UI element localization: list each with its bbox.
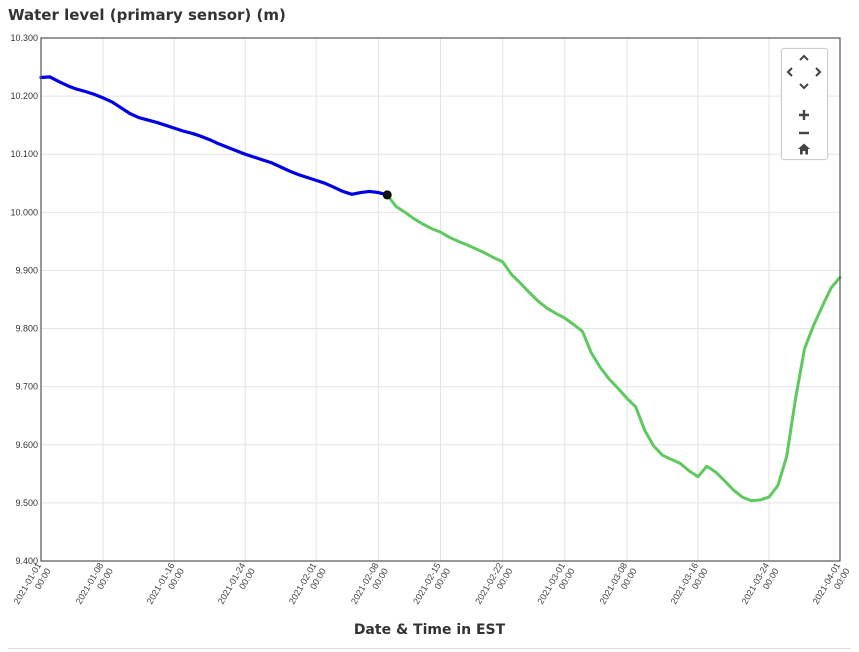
home-icon — [798, 143, 810, 155]
home-button[interactable] — [797, 142, 811, 156]
minus-icon — [799, 131, 809, 135]
chevron-up-icon — [799, 54, 809, 61]
plot-frame — [40, 37, 841, 562]
pan-right-button[interactable] — [811, 65, 825, 79]
y-tick-label: 10.300 — [10, 33, 38, 43]
y-tick-label: 9.500 — [15, 498, 38, 508]
y-tick-label: 9.700 — [15, 382, 38, 392]
zoom-pan-controls — [781, 48, 828, 160]
pan-up-button[interactable] — [797, 51, 811, 65]
grid-lines — [40, 37, 841, 562]
bottom-divider — [8, 648, 851, 649]
chevron-down-icon — [799, 83, 809, 90]
hover-marker — [382, 190, 392, 200]
pan-left-button[interactable] — [783, 65, 797, 79]
chart-title: Water level (primary sensor) (m) — [8, 6, 286, 24]
chevron-right-icon — [815, 67, 822, 77]
y-tick-label: 9.900 — [15, 265, 38, 275]
zoom-in-button[interactable] — [797, 108, 811, 122]
hover-point — [382, 190, 392, 200]
y-tick-label: 10.200 — [10, 91, 38, 101]
chevron-left-icon — [786, 67, 793, 77]
zoom-out-button[interactable] — [797, 126, 811, 140]
y-axis-ticks: 9.400 9.500 9.600 9.700 9.800 9.900 10.000 10.1… — [10, 33, 38, 566]
y-tick-label: 9.600 — [15, 440, 38, 450]
y-tick-label: 10.100 — [10, 149, 38, 159]
series-line-1 — [39, 75, 389, 197]
y-tick-label: 9.800 — [15, 324, 38, 334]
series-lines — [39, 75, 842, 503]
y-tick-label: 9.400 — [15, 556, 38, 566]
y-tick-label: 10.000 — [10, 207, 38, 217]
x-axis-title: Date & Time in EST — [353, 622, 506, 638]
plus-icon — [799, 110, 809, 120]
pan-down-button[interactable] — [797, 79, 811, 93]
series-line-2 — [385, 193, 842, 503]
